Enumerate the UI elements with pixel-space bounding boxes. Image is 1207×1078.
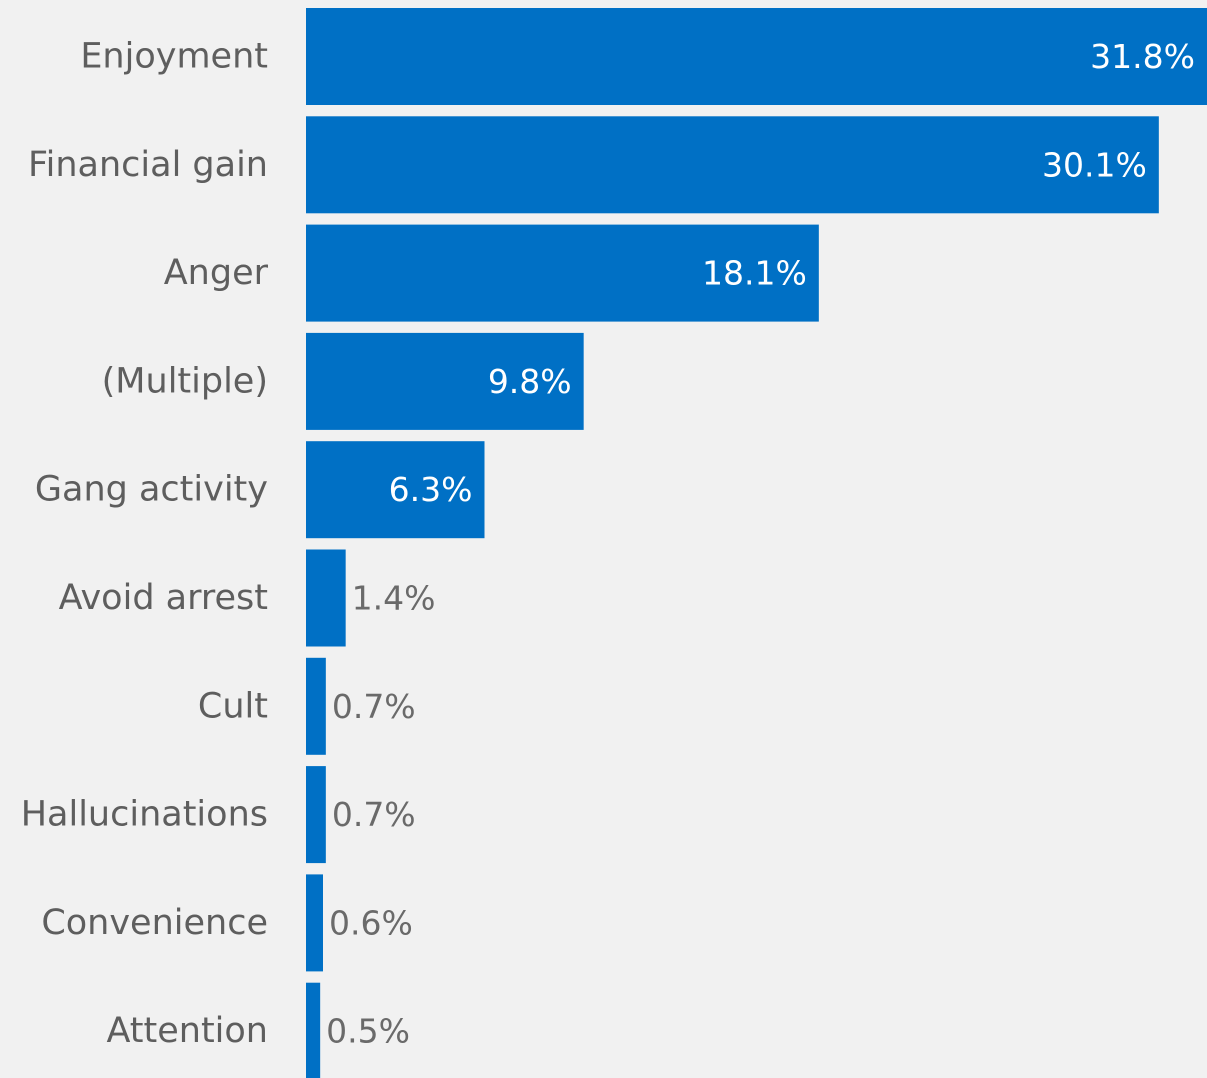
bar-hallucinations [306, 766, 326, 864]
bar-enjoyment [306, 8, 1207, 105]
category-label-cult: Cult [198, 686, 268, 726]
category-label-avoid-arrest: Avoid arrest [59, 578, 268, 618]
value-label-attention: 0.5% [326, 1012, 410, 1051]
bar-cult [306, 657, 326, 755]
category-label-hallucinations: Hallucinations [21, 795, 268, 835]
category-label-attention: Attention [106, 1011, 268, 1051]
value-label-hallucinations: 0.7% [332, 795, 416, 834]
category-label-anger: Anger [164, 253, 269, 293]
bar-financial-gain [306, 116, 1159, 214]
bars [306, 8, 1207, 1078]
value-label-avoid-arrest: 1.4% [352, 579, 436, 618]
bar-avoid-arrest [306, 549, 346, 647]
bar-convenience [306, 874, 323, 972]
bar-gang-activity [306, 441, 485, 539]
value-labels: 31.8% 30.1% 18.1% 9.8% 6.3% 1.4% 0.7% 0.7% 0.6% 0… [326, 37, 1195, 1051]
category-label-financial-gain: Financial gain [28, 145, 268, 185]
category-label-enjoyment: Enjoyment [80, 37, 268, 77]
category-label-convenience: Convenience [41, 903, 268, 943]
bar-attention [306, 982, 321, 1078]
value-label-enjoyment: 31.8% [1090, 37, 1195, 76]
value-label-convenience: 0.6% [329, 903, 413, 942]
bar-anger [306, 224, 819, 322]
bar-multiple [306, 332, 584, 430]
category-label-multiple: (Multiple) [102, 361, 268, 401]
value-label-gang-activity: 6.3% [389, 470, 473, 509]
category-label-gang-activity: Gang activity [35, 470, 268, 510]
value-label-multiple: 9.8% [488, 362, 572, 401]
value-label-cult: 0.7% [332, 687, 416, 726]
value-label-anger: 18.1% [702, 254, 807, 293]
value-label-financial-gain: 30.1% [1042, 145, 1147, 184]
category-labels: Enjoyment Financial gain Anger (Multiple) Ga… [21, 37, 269, 1052]
